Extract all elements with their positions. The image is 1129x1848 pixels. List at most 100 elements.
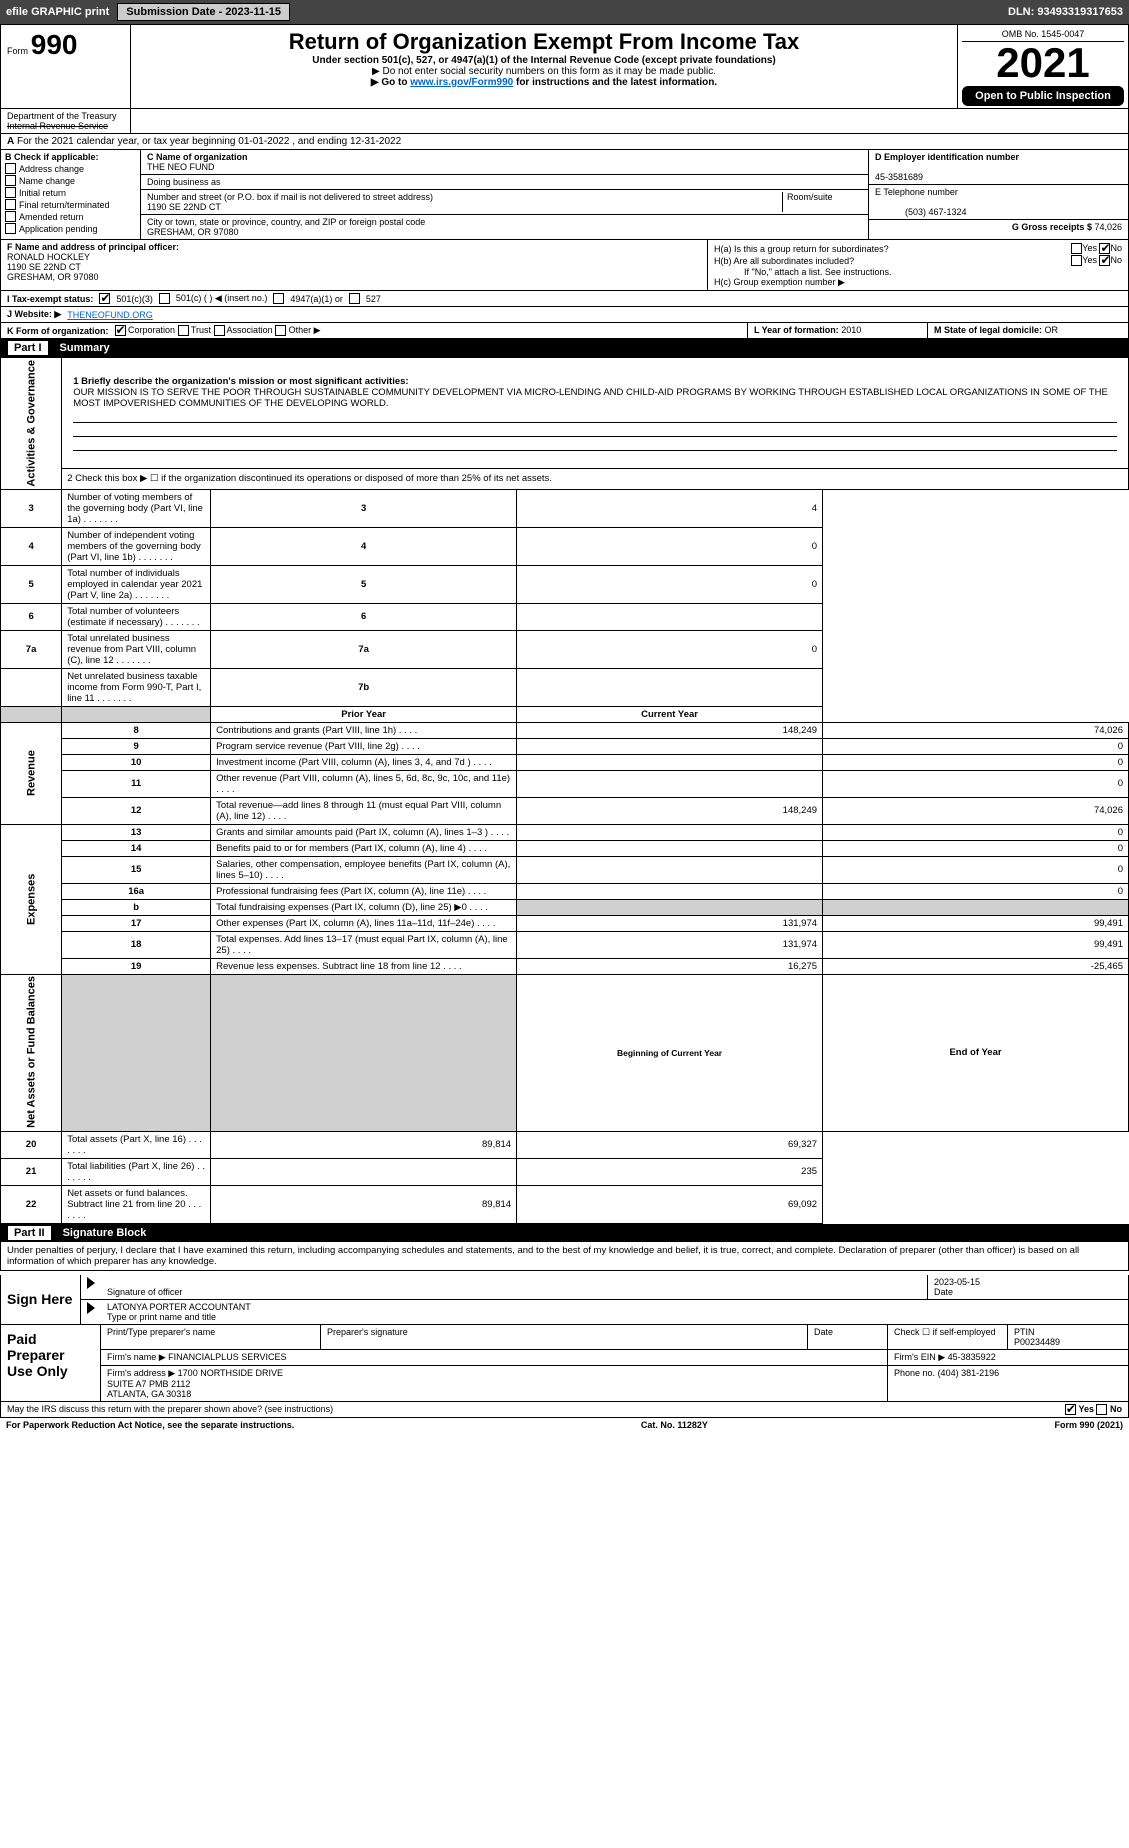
sig-date-value: 2023-05-15 — [934, 1277, 980, 1287]
line2: 2 Check this box ▶ ☐ if the organization… — [62, 468, 1129, 489]
row-prior: 16,275 — [517, 958, 823, 974]
row-desc: Net unrelated business taxable income fr… — [62, 668, 211, 706]
row-current: -25,465 — [823, 958, 1129, 974]
submission-date-button[interactable]: Submission Date - 2023-11-15 — [117, 3, 290, 21]
hb-no-checkbox[interactable] — [1099, 255, 1110, 266]
tax-year: 2021 — [962, 42, 1124, 84]
irs-link[interactable]: www.irs.gov/Form990 — [410, 77, 513, 88]
formorg-option: Corporation — [115, 325, 178, 335]
e-label: E Telephone number — [875, 187, 958, 197]
checkbox[interactable] — [5, 223, 16, 234]
row-desc: Total revenue—add lines 8 through 11 (mu… — [211, 797, 517, 824]
firm-name: FINANCIALPLUS SERVICES — [168, 1352, 286, 1362]
footer-row: For Paperwork Reduction Act Notice, see … — [0, 1418, 1129, 1432]
row-current: 99,491 — [823, 931, 1129, 958]
row-desc: Total liabilities (Part X, line 26) . . … — [62, 1158, 211, 1185]
table-row: 10Investment income (Part VIII, column (… — [1, 754, 1129, 770]
row-num: 7a — [1, 630, 62, 668]
table-row: 4Number of independent voting members of… — [1, 527, 1129, 565]
4947-checkbox[interactable] — [273, 293, 284, 304]
row-current: 74,026 — [823, 797, 1129, 824]
formorg-checkbox[interactable] — [214, 325, 225, 336]
discuss-no-checkbox[interactable] — [1096, 1404, 1107, 1415]
table-row: 9Program service revenue (Part VIII, lin… — [1, 738, 1129, 754]
row-num: 18 — [62, 931, 211, 958]
dept-label: Department of the Treasury Internal Reve… — [1, 109, 131, 133]
ha-yes-checkbox[interactable] — [1071, 243, 1082, 254]
side-label: Expenses — [1, 824, 62, 974]
identity-section: B Check if applicable: Address changeNam… — [0, 150, 1129, 240]
tax-status-row: I Tax-exempt status: 501(c)(3) 501(c) ( … — [0, 291, 1129, 307]
ptin-value: P00234489 — [1014, 1337, 1060, 1347]
topbar: efile GRAPHIC print Submission Date - 20… — [0, 0, 1129, 24]
hb-yes-checkbox[interactable] — [1071, 255, 1082, 266]
ptin-h: PTIN — [1014, 1327, 1035, 1337]
paid-preparer-label: Paid Preparer Use Only — [1, 1325, 101, 1401]
dept-row: Department of the Treasury Internal Reve… — [0, 109, 1129, 134]
form-title: Return of Organization Exempt From Incom… — [137, 29, 951, 55]
row-desc: Other revenue (Part VIII, column (A), li… — [211, 770, 517, 797]
row-num: 13 — [62, 824, 211, 840]
checkbox[interactable] — [5, 211, 16, 222]
row-desc: Total expenses. Add lines 13–17 (must eq… — [211, 931, 517, 958]
row-num: 11 — [62, 770, 211, 797]
form-header: Form 990 Return of Organization Exempt F… — [0, 24, 1129, 109]
check-b-label: Address change — [19, 164, 84, 174]
check-b-item: Final return/terminated — [5, 199, 136, 210]
part1-table: Activities & Governance 1 Briefly descri… — [0, 357, 1129, 1223]
discuss-yes-checkbox[interactable] — [1065, 1404, 1076, 1415]
col-end: End of Year — [823, 974, 1129, 1131]
check-b-label: Final return/terminated — [19, 200, 110, 210]
checkbox[interactable] — [5, 163, 16, 174]
row-prior — [517, 754, 823, 770]
row-num: 10 — [62, 754, 211, 770]
officer-street: 1190 SE 22ND CT — [7, 262, 81, 272]
row-desc: Net assets or fund balances. Subtract li… — [62, 1185, 211, 1223]
efile-label: efile GRAPHIC print — [6, 6, 109, 18]
check-b-item: Amended return — [5, 211, 136, 222]
row-current: 0 — [823, 770, 1129, 797]
part2-num: Part II — [8, 1226, 51, 1240]
row-num: 20 — [1, 1131, 62, 1158]
street-label: Number and street (or P.O. box if mail i… — [147, 192, 433, 202]
row-value: 0 — [517, 527, 823, 565]
table-row: 19Revenue less expenses. Subtract line 1… — [1, 958, 1129, 974]
checkbox[interactable] — [5, 187, 16, 198]
501c-checkbox[interactable] — [159, 293, 170, 304]
501c3-checkbox[interactable] — [99, 293, 110, 304]
officer-city: GRESHAM, OR 97080 — [7, 272, 99, 282]
row-prior — [517, 770, 823, 797]
website-link[interactable]: THENEOFUND.ORG — [67, 310, 153, 320]
gross-value: 74,026 — [1094, 222, 1122, 232]
side-label: Revenue — [1, 722, 62, 824]
row-current: 0 — [823, 738, 1129, 754]
checkbox[interactable] — [5, 175, 16, 186]
check-b-label: Amended return — [19, 212, 84, 222]
table-row: Expenses13Grants and similar amounts pai… — [1, 824, 1129, 840]
cat-no: Cat. No. 11282Y — [641, 1420, 708, 1430]
check-b-item: Initial return — [5, 187, 136, 198]
formorg-checkbox[interactable] — [275, 325, 286, 336]
row-desc: Investment income (Part VIII, column (A)… — [211, 754, 517, 770]
street-value: 1190 SE 22ND CT — [147, 202, 221, 212]
table-row: 7aTotal unrelated business revenue from … — [1, 630, 1129, 668]
table-row: 22Net assets or fund balances. Subtract … — [1, 1185, 1129, 1223]
checkbox[interactable] — [5, 199, 16, 210]
firm-addr-h: Firm's address ▶ — [107, 1368, 175, 1378]
sign-here-label: Sign Here — [1, 1275, 81, 1324]
officer-row: F Name and address of principal officer:… — [0, 240, 1129, 291]
row-box: 7a — [211, 630, 517, 668]
527-checkbox[interactable] — [349, 293, 360, 304]
check-b-label: Application pending — [19, 224, 98, 234]
officer-left: F Name and address of principal officer:… — [1, 240, 708, 290]
room-label: Room/suite — [787, 192, 833, 202]
table-row: Revenue8Contributions and grants (Part V… — [1, 722, 1129, 738]
formorg-checkbox[interactable] — [178, 325, 189, 336]
h-block: H(a) Is this a group return for subordin… — [708, 240, 1128, 290]
l-label: L Year of formation: — [754, 325, 839, 335]
form-footer: Form 990 (2021) — [1054, 1420, 1123, 1430]
formorg-checkbox[interactable] — [115, 325, 126, 336]
part1-header: Part I Summary — [0, 339, 1129, 357]
c-label: C Name of organization — [147, 152, 248, 162]
table-row: 15Salaries, other compensation, employee… — [1, 856, 1129, 883]
